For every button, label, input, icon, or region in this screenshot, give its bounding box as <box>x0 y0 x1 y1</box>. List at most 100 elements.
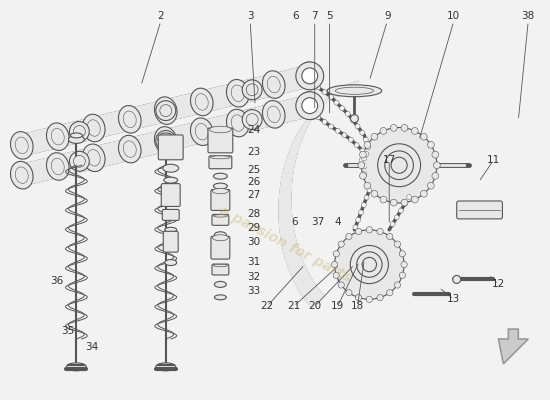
Text: 32: 32 <box>248 272 261 282</box>
Ellipse shape <box>212 188 228 194</box>
Circle shape <box>69 122 89 142</box>
Circle shape <box>350 118 355 122</box>
FancyBboxPatch shape <box>211 190 230 210</box>
Circle shape <box>322 90 327 95</box>
Ellipse shape <box>303 98 316 114</box>
Circle shape <box>296 92 323 120</box>
Circle shape <box>73 155 85 167</box>
Circle shape <box>359 158 364 163</box>
Ellipse shape <box>411 196 418 203</box>
Ellipse shape <box>210 126 232 133</box>
Ellipse shape <box>399 272 405 278</box>
Ellipse shape <box>355 294 362 301</box>
Circle shape <box>242 110 262 130</box>
Ellipse shape <box>213 183 227 189</box>
Circle shape <box>359 210 364 215</box>
Circle shape <box>390 222 395 227</box>
Circle shape <box>394 215 399 220</box>
Ellipse shape <box>211 156 230 159</box>
Ellipse shape <box>47 153 69 180</box>
Ellipse shape <box>118 106 141 133</box>
FancyBboxPatch shape <box>211 236 230 259</box>
Text: 12: 12 <box>492 280 505 290</box>
Circle shape <box>340 106 345 111</box>
Circle shape <box>302 68 318 84</box>
Ellipse shape <box>10 132 33 159</box>
Ellipse shape <box>303 68 316 84</box>
Ellipse shape <box>165 227 177 232</box>
Ellipse shape <box>390 199 397 206</box>
Ellipse shape <box>195 94 208 110</box>
Ellipse shape <box>164 177 178 183</box>
Ellipse shape <box>156 363 175 371</box>
Ellipse shape <box>346 233 352 240</box>
Ellipse shape <box>214 232 227 238</box>
Circle shape <box>334 230 404 299</box>
Ellipse shape <box>155 97 177 124</box>
Ellipse shape <box>232 85 244 102</box>
Text: 34: 34 <box>85 342 98 352</box>
Circle shape <box>355 124 360 129</box>
Ellipse shape <box>371 133 378 140</box>
Ellipse shape <box>387 290 393 296</box>
Ellipse shape <box>433 162 440 169</box>
Text: 6: 6 <box>292 217 298 227</box>
Ellipse shape <box>15 167 28 184</box>
Ellipse shape <box>123 141 136 157</box>
Text: 29: 29 <box>248 223 261 233</box>
Ellipse shape <box>366 227 372 233</box>
Ellipse shape <box>427 142 435 148</box>
Circle shape <box>360 130 365 135</box>
Ellipse shape <box>227 109 249 137</box>
Ellipse shape <box>232 115 244 131</box>
Ellipse shape <box>160 102 172 119</box>
Circle shape <box>69 151 89 171</box>
Circle shape <box>398 208 403 213</box>
Circle shape <box>406 194 411 200</box>
Ellipse shape <box>214 282 227 287</box>
Text: 11: 11 <box>487 155 500 165</box>
Circle shape <box>302 98 318 114</box>
Ellipse shape <box>364 182 371 189</box>
Ellipse shape <box>262 71 285 98</box>
Circle shape <box>156 130 175 150</box>
Ellipse shape <box>390 124 397 131</box>
Ellipse shape <box>377 228 383 235</box>
Ellipse shape <box>160 132 172 149</box>
Ellipse shape <box>212 235 228 241</box>
Circle shape <box>242 80 262 100</box>
Ellipse shape <box>299 92 321 120</box>
Circle shape <box>453 276 461 284</box>
Ellipse shape <box>401 124 408 131</box>
Ellipse shape <box>401 262 407 268</box>
Circle shape <box>364 137 368 142</box>
FancyBboxPatch shape <box>158 135 183 160</box>
Ellipse shape <box>360 151 366 158</box>
Ellipse shape <box>355 228 362 235</box>
Ellipse shape <box>332 262 338 268</box>
Ellipse shape <box>190 118 213 146</box>
Ellipse shape <box>47 123 69 150</box>
Ellipse shape <box>377 294 383 301</box>
Ellipse shape <box>262 100 285 128</box>
FancyBboxPatch shape <box>456 201 502 219</box>
Ellipse shape <box>163 164 179 172</box>
Ellipse shape <box>68 136 84 143</box>
Ellipse shape <box>427 182 435 189</box>
Ellipse shape <box>267 106 280 122</box>
Circle shape <box>353 225 358 230</box>
Circle shape <box>246 114 258 126</box>
Ellipse shape <box>432 172 439 179</box>
Ellipse shape <box>213 173 227 179</box>
Text: 22: 22 <box>261 301 274 311</box>
Ellipse shape <box>394 282 400 288</box>
Text: 21: 21 <box>287 301 300 311</box>
Text: 18: 18 <box>351 301 364 311</box>
Ellipse shape <box>10 162 33 189</box>
Ellipse shape <box>358 162 365 169</box>
Ellipse shape <box>195 124 208 140</box>
Ellipse shape <box>213 215 227 217</box>
Ellipse shape <box>411 128 418 134</box>
Circle shape <box>403 201 408 206</box>
Circle shape <box>361 156 366 161</box>
